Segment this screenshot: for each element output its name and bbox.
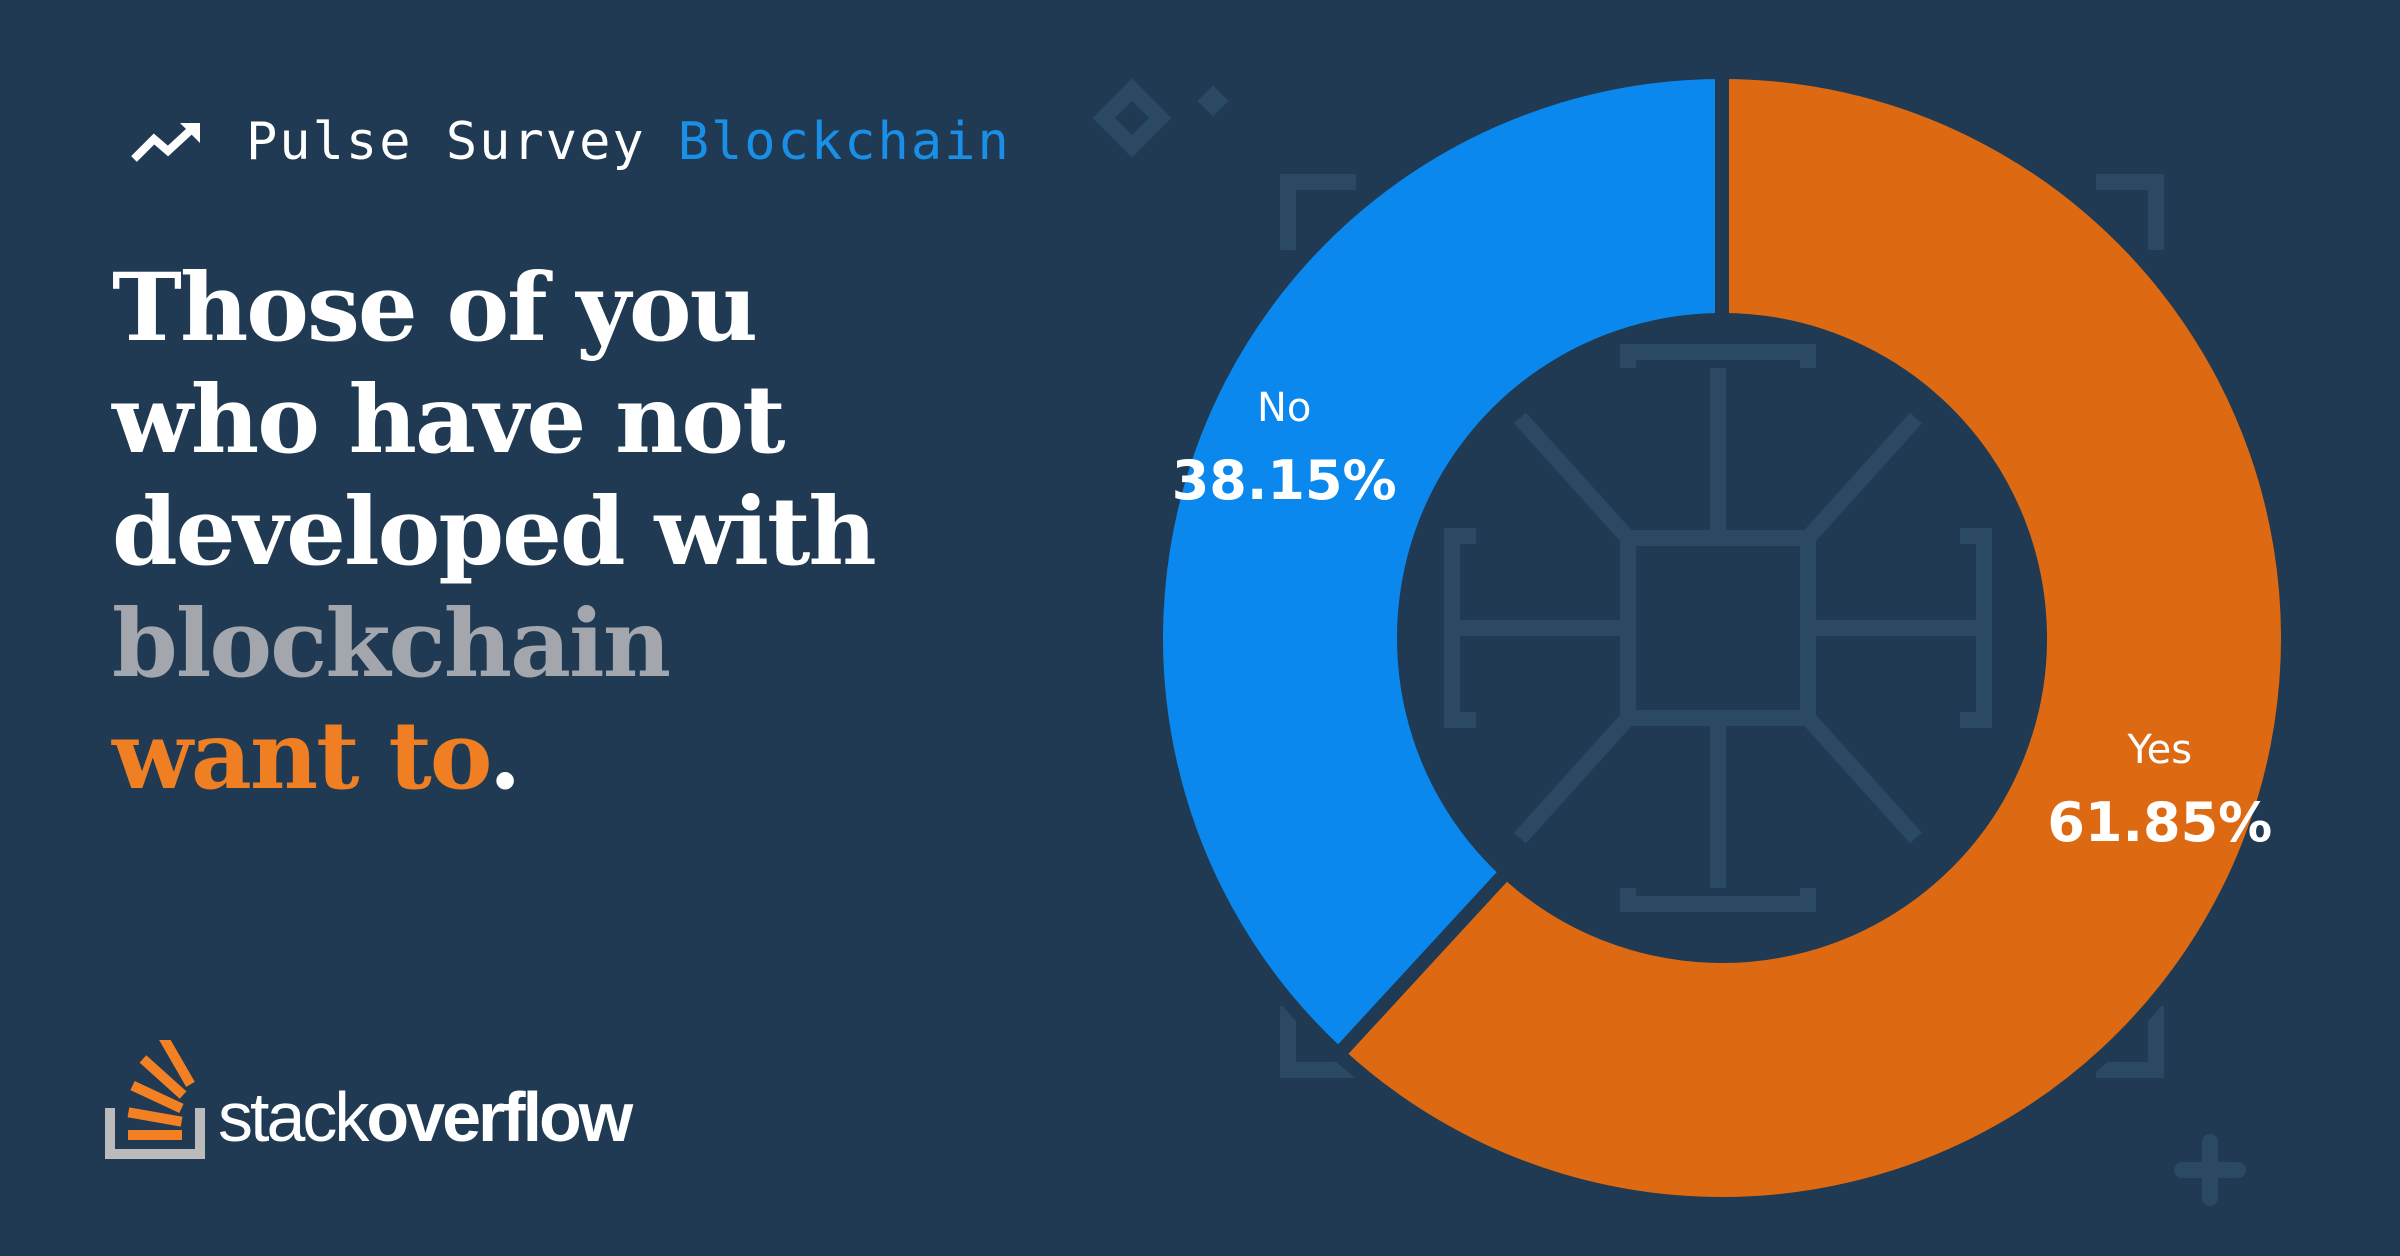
headline-period: .: [488, 701, 522, 811]
slice-value-yes: 61.85%: [2047, 791, 2272, 854]
logo-word-overflow: overflow: [366, 1078, 633, 1156]
stackoverflow-logo: stackoverflow: [104, 1040, 633, 1160]
headline-line-3: developed with: [112, 477, 877, 587]
header-title: Pulse Survey: [246, 112, 646, 172]
headline-line-1: Those of you: [112, 253, 758, 363]
headline: Those of you who have not developed with…: [112, 252, 877, 812]
survey-header: Pulse Survey Blockchain: [130, 112, 1011, 172]
headline-line-2: who have not: [112, 365, 786, 475]
trending-up-icon: [131, 123, 200, 162]
slice-value-no: 38.15%: [1172, 449, 1397, 512]
donut-slice-no: [1149, 64, 1729, 1065]
headline-line-5: want to: [112, 701, 491, 811]
headline-line-4: blockchain: [112, 589, 671, 699]
stackoverflow-logo-icon: [105, 1040, 205, 1159]
header-topic: Blockchain: [677, 112, 1011, 172]
slice-label-no: No: [1257, 385, 1311, 431]
slice-label-yes: Yes: [2127, 727, 2193, 773]
logo-word-stack: stack: [218, 1078, 369, 1156]
donut-slice-yes: [1328, 64, 2295, 1211]
background-blockchain-pattern: [1092, 78, 2246, 1206]
